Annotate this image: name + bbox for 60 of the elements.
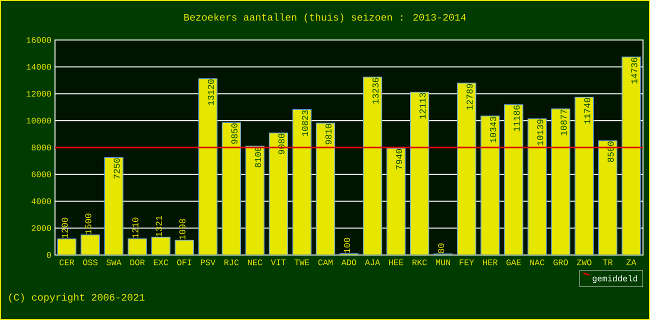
x-tick-label: ZA bbox=[626, 260, 636, 266]
data-label: 10877 bbox=[560, 110, 567, 136]
data-label: 1098 bbox=[179, 219, 186, 240]
data-label: 10139 bbox=[537, 120, 544, 146]
legend-label: gemiddeld bbox=[592, 275, 638, 284]
data-label: 9850 bbox=[231, 123, 238, 144]
data-label: 7940 bbox=[396, 149, 402, 170]
y-tick-label: 12000 bbox=[26, 90, 51, 97]
chart-title: Bezoekers aantallen (thuis) seizoen : 2013-2014 bbox=[184, 13, 466, 23]
data-label: 1200 bbox=[62, 218, 68, 238]
data-label: 80 bbox=[438, 244, 444, 254]
data-label: 12113 bbox=[420, 93, 426, 119]
y-tick-label: 6000 bbox=[32, 171, 51, 178]
x-tick-label: DOR bbox=[130, 260, 145, 266]
x-tick-label: HER bbox=[483, 260, 498, 266]
x-tick-label: ZWO bbox=[576, 260, 592, 266]
data-label: 9080 bbox=[278, 134, 284, 154]
x-tick-label: OSS bbox=[83, 260, 98, 266]
x-tick-label: PSV bbox=[200, 260, 216, 266]
data-label: 1500 bbox=[85, 214, 92, 234]
x-tick-label: SWA bbox=[106, 260, 122, 266]
y-tick-label: 4000 bbox=[32, 198, 51, 204]
data-label: 12789 bbox=[466, 84, 473, 110]
y-tick-label: 8000 bbox=[32, 144, 51, 150]
y-tick-label: 0 bbox=[46, 252, 51, 258]
x-tick-label: TWE bbox=[294, 260, 310, 266]
data-label: 7250 bbox=[114, 158, 120, 179]
data-label: 1210 bbox=[132, 218, 138, 238]
x-tick-label: VIT bbox=[270, 260, 286, 266]
x-tick-label: NAC bbox=[530, 260, 544, 266]
data-label: 13236 bbox=[372, 78, 379, 104]
data-label: 13120 bbox=[208, 79, 214, 106]
data-label: 11740 bbox=[584, 98, 590, 124]
data-label: 9810 bbox=[325, 124, 332, 144]
text: (C) copyright 2006-2021 bbox=[9, 293, 145, 303]
x-tick-label: ADO bbox=[341, 260, 356, 266]
y-tick-label: 14000 bbox=[26, 64, 51, 70]
x-tick-label: RKC bbox=[412, 260, 427, 266]
y-tick-label: 16000 bbox=[26, 37, 51, 43]
data-label: 1321 bbox=[156, 216, 162, 236]
y-tick-label: 10000 bbox=[26, 118, 51, 124]
x-tick-label: OFI bbox=[177, 260, 192, 266]
x-tick-label: CAM bbox=[318, 260, 333, 266]
x-tick-label: NEC bbox=[248, 260, 262, 266]
x-tick-label: CER bbox=[60, 260, 74, 266]
data-label: 10823 bbox=[302, 110, 308, 136]
x-tick-label: GAE bbox=[506, 260, 521, 266]
data-label: 100 bbox=[344, 238, 350, 253]
x-tick-label: AJA bbox=[364, 260, 380, 266]
x-tick-label: MUN bbox=[436, 260, 450, 266]
data-label: 14736 bbox=[631, 58, 638, 84]
x-tick-label: TR bbox=[602, 260, 613, 266]
data-label: 11186 bbox=[514, 105, 520, 132]
x-tick-label: RJC bbox=[224, 260, 239, 266]
x-tick-label: HEE bbox=[389, 260, 404, 266]
x-tick-label: EXC bbox=[154, 260, 168, 266]
x-tick-label: GRO bbox=[554, 260, 568, 266]
data-label: 10343 bbox=[490, 116, 496, 142]
x-tick-label: FEY bbox=[460, 260, 474, 266]
y-tick-label: 2000 bbox=[32, 225, 51, 231]
